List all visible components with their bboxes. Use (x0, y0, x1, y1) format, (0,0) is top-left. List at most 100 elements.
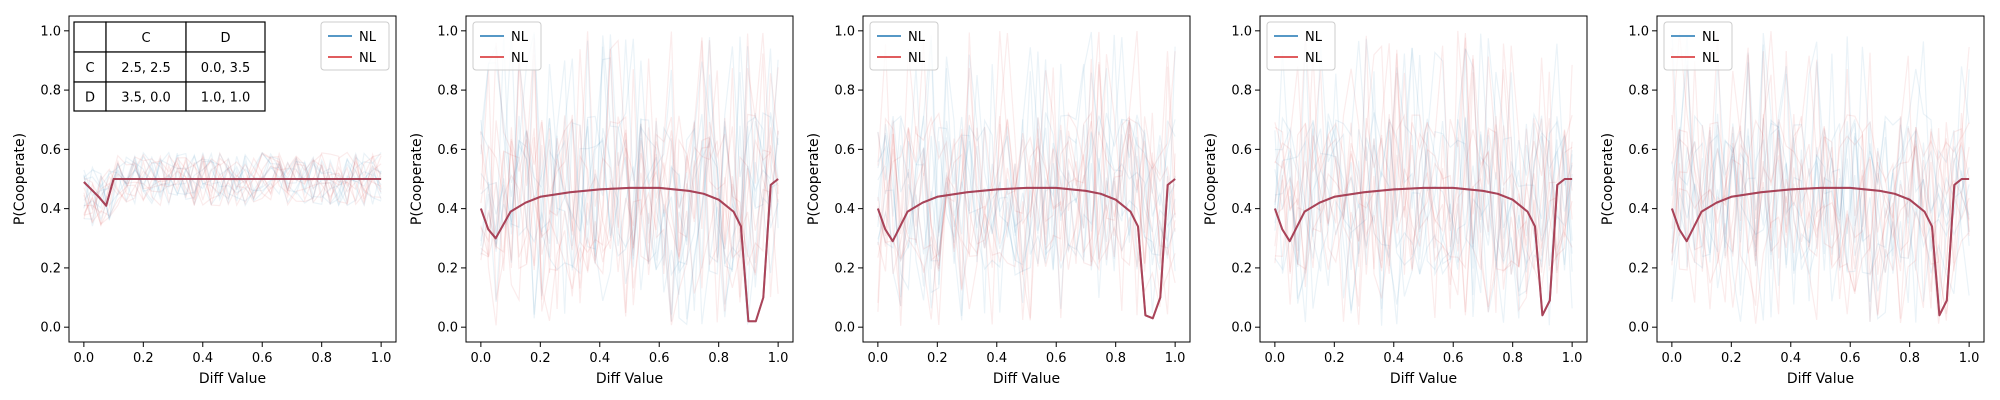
trial-line (480, 42, 779, 317)
y-tick-label: 1.0 (1628, 24, 1649, 39)
trial-line (1671, 41, 1970, 289)
trial-line (877, 32, 1176, 325)
legend: NL NL (320, 21, 390, 71)
trial-line (1274, 32, 1573, 313)
chart-panel-4: 0.0 0.0 0.2 0.2 0.4 0.4 0.6 0.6 0.8 0.8 1.0 1.0 Diff… (1203, 15, 1588, 387)
background-trials (480, 31, 779, 326)
legend: NL NL (1663, 21, 1733, 71)
x-tick-label: 0.0 (1265, 351, 1286, 366)
y-tick-label: 0.0 (40, 321, 61, 336)
x-axis-label: Diff Value (1390, 371, 1457, 387)
trial-line (83, 151, 382, 207)
payoff-table: C DC 2.5, 2.5 0.0, 3.5D 3.5, 0.0 1.0, 1.0 (73, 21, 266, 112)
trial-line (480, 37, 779, 318)
trial-line (1671, 61, 1970, 324)
x-tick-label: 0.2 (133, 351, 154, 366)
trial-line (480, 31, 779, 315)
trial-line (877, 51, 1176, 320)
y-tick-label: 0.2 (1628, 261, 1649, 276)
y-tick-label: 0.2 (834, 261, 855, 276)
trial-line (83, 153, 382, 216)
x-axis-label: Diff Value (1787, 371, 1854, 387)
x-tick-label: 0.8 (1899, 351, 1920, 366)
trial-line (1274, 32, 1573, 319)
trial-line (877, 32, 1176, 320)
trial-line (877, 116, 1176, 304)
trial-line (83, 152, 382, 227)
x-tick-label: 0.0 (74, 351, 95, 366)
trial-line (1274, 40, 1573, 325)
trial-line (1671, 41, 1970, 299)
trial-line (1274, 38, 1573, 318)
trial-line (1274, 111, 1573, 323)
legend-box (472, 21, 542, 71)
trial-line (1671, 31, 1970, 322)
y-tick-label: 0.6 (1231, 143, 1252, 158)
x-tick-label: 1.0 (768, 351, 789, 366)
axes-frame (1259, 15, 1588, 343)
table-cell-text: 2.5, 2.5 (121, 61, 171, 76)
y-axis-label: P(Cooperate) (409, 133, 425, 225)
trial-line (480, 35, 779, 325)
x-tick-label: 0.6 (252, 351, 273, 366)
table-cell (73, 21, 107, 53)
x-tick-label: 0.2 (530, 351, 551, 366)
axes-frame (862, 15, 1191, 343)
trial-line (83, 151, 382, 227)
legend: NL NL (869, 21, 939, 71)
x-tick-label: 0.4 (589, 351, 610, 366)
x-axis-label: Diff Value (596, 371, 663, 387)
trial-line (1671, 34, 1970, 322)
x-tick-label: 0.2 (927, 351, 948, 366)
axes-frame (465, 15, 794, 343)
table-cell-text: C (85, 61, 94, 76)
trial-line (1671, 31, 1970, 303)
trial-line (1274, 35, 1573, 322)
trial-line (877, 40, 1176, 307)
legend-label: NL (908, 51, 926, 66)
legend: NL NL (472, 21, 542, 71)
table-cell (73, 81, 107, 112)
x-tick-label: 0.6 (649, 351, 670, 366)
trial-line (83, 151, 382, 211)
trial-line (480, 35, 779, 320)
legend-label: NL (511, 51, 529, 66)
table-cell-text: D (220, 31, 230, 46)
trial-line (877, 30, 1176, 319)
trial-line (480, 57, 779, 325)
x-tick-label: 1.0 (1562, 351, 1583, 366)
x-tick-label: 0.4 (986, 351, 1007, 366)
x-tick-label: 0.0 (1662, 351, 1683, 366)
background-trials (1671, 31, 1970, 324)
table-cell-text: C (141, 31, 150, 46)
y-tick-label: 0.4 (437, 202, 458, 217)
trial-line (480, 58, 779, 310)
table-cell (185, 21, 266, 53)
legend-label: NL (359, 30, 377, 45)
series-line-2 (479, 178, 779, 323)
x-tick-label: 0.8 (1105, 351, 1126, 366)
trial-line (1274, 68, 1573, 313)
trial-line (480, 33, 779, 312)
trial-line (1671, 62, 1970, 305)
x-tick-label: 1.0 (371, 351, 392, 366)
trial-line (83, 153, 382, 220)
y-tick-label: 0.4 (1231, 202, 1252, 217)
table-cell (185, 51, 266, 83)
trial-line (1671, 70, 1970, 319)
series-line-2 (876, 178, 1176, 320)
trial-line (1671, 44, 1970, 302)
chart-panel-2: 0.0 0.0 0.2 0.2 0.4 0.4 0.6 0.6 0.8 0.8 1.0 1.0 Diff… (409, 15, 794, 387)
x-tick-label: 0.8 (708, 351, 729, 366)
trial-line (1671, 123, 1970, 323)
x-tick-label: 0.2 (1721, 351, 1742, 366)
trial-line (83, 155, 382, 222)
background-trials (877, 30, 1176, 326)
trial-line (877, 54, 1176, 321)
trial-line (83, 151, 382, 215)
table-cell-text: D (85, 91, 95, 106)
y-tick-label: 0.0 (834, 321, 855, 336)
trial-line (1274, 71, 1573, 326)
trial-line (480, 31, 779, 322)
